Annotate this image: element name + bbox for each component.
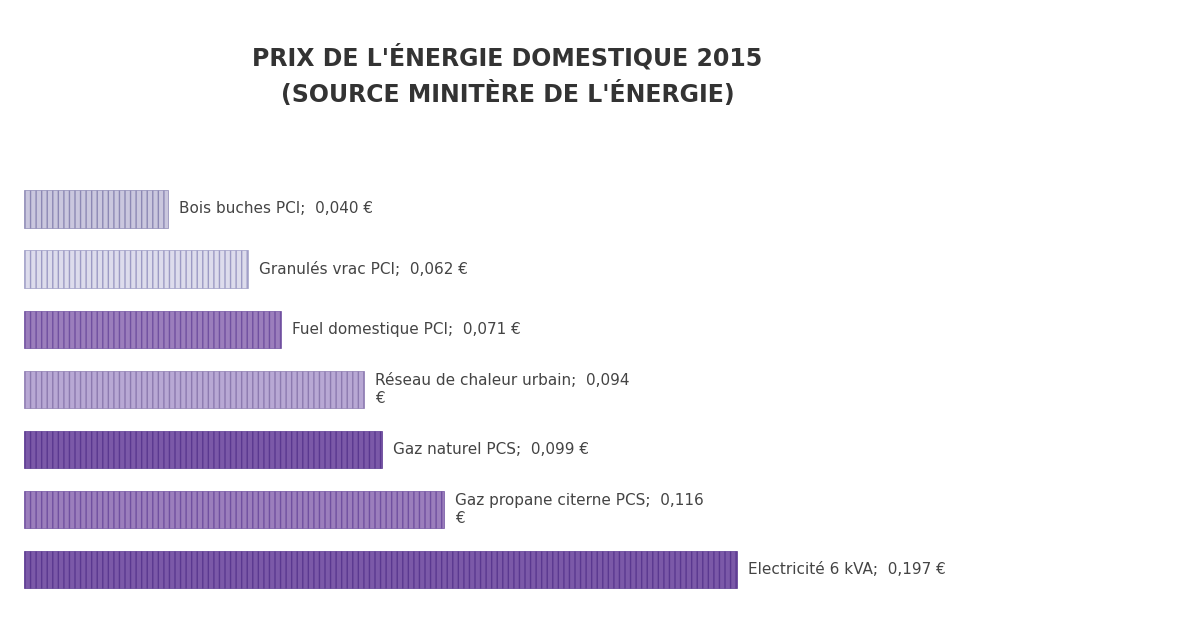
Text: Réseau de chaleur urbain;  0,094
€: Réseau de chaleur urbain; 0,094 € <box>375 373 629 406</box>
Text: Gaz naturel PCS;  0,099 €: Gaz naturel PCS; 0,099 € <box>393 442 589 457</box>
Bar <box>24 251 248 288</box>
Text: Granulés vrac PCI;  0,062 €: Granulés vrac PCI; 0,062 € <box>260 262 468 276</box>
Bar <box>24 431 382 468</box>
Bar <box>24 190 169 227</box>
Bar <box>24 491 444 528</box>
Text: Bois buches PCI;  0,040 €: Bois buches PCI; 0,040 € <box>179 202 373 217</box>
Text: Electricité 6 kVA;  0,197 €: Electricité 6 kVA; 0,197 € <box>748 562 946 577</box>
Bar <box>24 311 281 348</box>
Text: PRIX DE L'ÉNERGIE DOMESTIQUE 2015
(SOURCE MINITÈRE DE L'ÉNERGIE): PRIX DE L'ÉNERGIE DOMESTIQUE 2015 (SOURC… <box>253 44 762 107</box>
Text: Gaz propane citerne PCS;  0,116
€: Gaz propane citerne PCS; 0,116 € <box>454 494 703 526</box>
Text: Fuel domestique PCI;  0,071 €: Fuel domestique PCI; 0,071 € <box>291 322 520 337</box>
Bar <box>24 551 738 588</box>
Bar <box>24 371 365 408</box>
